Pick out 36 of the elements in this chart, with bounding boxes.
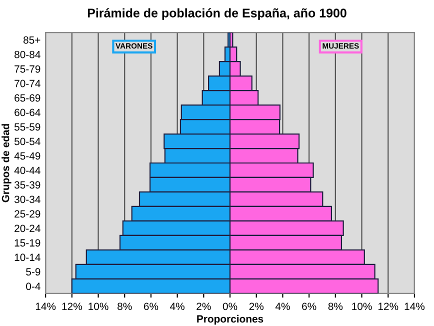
y-tick-label: 30-34 — [14, 196, 40, 204]
y-tick-label: 45-49 — [14, 152, 40, 160]
y-tick-label: 10-14 — [14, 254, 40, 262]
x-tick-label: 6% — [302, 302, 316, 310]
y-tick-label: 5-9 — [26, 268, 40, 276]
y-tick-label: 50-54 — [14, 138, 40, 146]
x-tick-label: 10% — [88, 302, 108, 310]
chart-title: Pirámide de población de España, año 1900 — [88, 8, 346, 20]
y-tick-label: 60-64 — [14, 108, 40, 116]
x-tick-label: 2% — [196, 302, 211, 310]
y-axis-title: Grupos de edad — [2, 124, 12, 202]
x-tick-label: 4% — [275, 302, 290, 310]
x-tick-label: 8% — [118, 302, 132, 310]
x-tick-label: 14% — [404, 302, 425, 310]
x-tick-label: 4% — [170, 302, 184, 310]
y-tick-label: 85+ — [23, 36, 40, 44]
x-axis-title: Proporciones — [197, 314, 264, 325]
x-tick-label: 8% — [328, 302, 343, 310]
x-tick-label: 14% — [36, 302, 56, 310]
y-tick-label: 75-79 — [14, 65, 40, 73]
x-tick-label: 10% — [352, 302, 372, 310]
x-tick-label: 12% — [62, 302, 82, 310]
y-tick-label: 15-19 — [14, 239, 40, 247]
y-tick-label: 80-84 — [14, 50, 40, 58]
x-tick-label: 0% — [222, 302, 238, 310]
x-tick-label: 2% — [249, 302, 264, 310]
y-tick-label: 65-69 — [14, 94, 40, 102]
y-tick-label: 55-59 — [14, 123, 40, 131]
y-tick-label: 20-24 — [14, 224, 40, 232]
x-tick-label: 6% — [144, 302, 158, 310]
y-tick-label: 25-29 — [14, 210, 40, 218]
y-tick-label: 35-39 — [14, 181, 40, 189]
x-tick-label: 12% — [378, 302, 398, 310]
y-tick-label: 70-74 — [14, 80, 40, 88]
y-tick-label: 0-4 — [26, 282, 40, 290]
y-tick-label: 40-44 — [14, 166, 40, 174]
